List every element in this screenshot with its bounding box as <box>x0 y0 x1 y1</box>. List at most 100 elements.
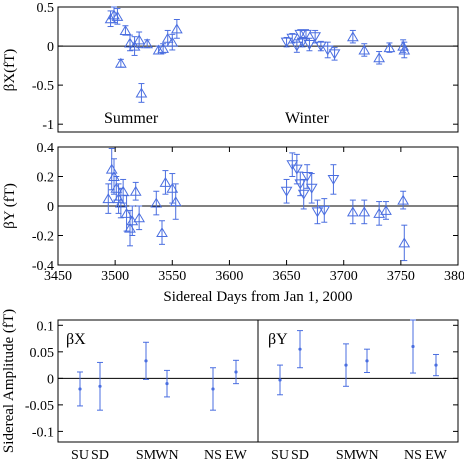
beta-y-winter-point <box>297 189 310 200</box>
amplitude-ytick-label: 0.1 <box>37 319 55 334</box>
beta-y-summer-point <box>346 206 359 217</box>
beta-x-winter-point <box>280 37 293 48</box>
beta-x-summer-point <box>373 52 386 63</box>
beta-x-summer-point <box>157 42 170 53</box>
beta-x-timeseries-panel: 0.5 0 -0.5 -1 Summer Winter βX(fT) <box>2 1 459 133</box>
beta-y-summer-point <box>159 176 172 187</box>
category-label: SM <box>336 448 357 463</box>
beta-y-group-label: βY <box>268 331 288 348</box>
beta-x-summer-point <box>133 34 146 45</box>
beta-y-winter-point <box>327 174 340 185</box>
beta-x-summer-point <box>397 40 410 51</box>
beta-x-summer-point <box>111 10 124 21</box>
beta-x-plot-frame <box>57 6 459 133</box>
beta-y-ytick-label: -0.2 <box>32 230 54 245</box>
amplitude-ytick-label: 0.05 <box>30 346 55 361</box>
beta-y-summer-point <box>102 193 115 204</box>
amplitude-y-axis-label: Sidereal Amplitude (fT) <box>1 309 17 453</box>
x-tick-label: 3450 <box>44 269 72 284</box>
beta-x-winter-point <box>309 32 322 43</box>
beta-x-ytick-label: 0.5 <box>37 1 55 16</box>
amplitude-point <box>234 370 238 374</box>
beta-y-winter-point <box>305 183 318 194</box>
beta-x-summer-point <box>114 57 127 68</box>
category-label: WN <box>355 448 378 463</box>
category-label: SU <box>271 448 289 463</box>
amplitude-point <box>211 387 215 391</box>
amplitude-ytick-label: -0.05 <box>25 399 54 414</box>
amplitude-ytick-label: -0.1 <box>32 425 54 440</box>
beta-x-group-label: βX <box>66 331 86 348</box>
beta-x-ytick-label: 0 <box>47 40 54 55</box>
category-label: WN <box>155 448 178 463</box>
beta-x-summer-point <box>398 44 411 55</box>
beta-y-summer-point <box>397 194 410 205</box>
x-tick-label: 3650 <box>273 269 301 284</box>
beta-x-summer-point <box>124 37 136 48</box>
beta-y-ytick-label: -0.4 <box>32 259 54 274</box>
beta-y-summer-point <box>117 185 130 196</box>
beta-y-ytick-label: 0.4 <box>37 141 55 156</box>
category-label: SM <box>136 448 157 463</box>
beta-y-summer-point <box>166 182 179 193</box>
beta-x-summer-point <box>128 40 141 51</box>
x-tick-label: 3600 <box>215 269 243 284</box>
x-tick-label: 3500 <box>101 269 129 284</box>
beta-y-ytick-label: 0 <box>47 200 54 215</box>
category-label: NS <box>404 448 422 463</box>
beta-x-winter-point <box>300 29 312 40</box>
amplitude-point <box>344 363 348 367</box>
beta-y-ytick-label: 0.2 <box>37 171 55 186</box>
category-label: SU <box>71 448 89 463</box>
beta-y-summer-point <box>169 196 182 207</box>
beta-x-winter-point <box>286 33 299 44</box>
winter-annotation: Winter <box>285 110 329 127</box>
beta-y-y-axis-label: βY (fT) <box>2 183 18 229</box>
beta-y-winter-point <box>318 205 331 216</box>
beta-x-summer-point <box>119 24 132 35</box>
x-tick-label: 3700 <box>330 269 358 284</box>
beta-x-summer-point <box>358 44 371 55</box>
beta-x-y-axis-label: βX(fT) <box>2 49 18 92</box>
beta-y-winter-point <box>311 207 324 218</box>
summer-annotation: Summer <box>104 110 159 127</box>
beta-y-winter-point <box>290 164 303 175</box>
amplitude-point <box>298 347 302 351</box>
beta-y-summer-point <box>129 185 142 196</box>
amplitude-point <box>165 382 169 386</box>
beta-x-ytick-label: -0.5 <box>32 79 54 94</box>
category-label: SD <box>291 448 309 463</box>
beta-y-summer-point <box>358 206 371 217</box>
x-tick-label: 3800 <box>444 269 464 284</box>
beta-x-summer-point <box>108 9 120 20</box>
category-label: SD <box>91 448 109 463</box>
beta-x-summer-point <box>152 44 165 55</box>
beta-y-timeseries-panel: 0.4 0.2 0 -0.2 -0.4 3450 3500 3550 3600 3650 3700… <box>2 141 464 305</box>
beta-y-winter-point <box>294 179 307 190</box>
amplitude-point <box>434 363 438 367</box>
amplitude-point <box>98 384 102 388</box>
sidereal-amplitude-panel: 0.10.050-0.05-0.1 SU SD SM WN NS EW SU SD SM WN NS… <box>1 309 459 463</box>
amplitude-ytick-label: 0 <box>47 372 54 387</box>
amplitude-point <box>278 378 282 382</box>
beta-x-summer-point <box>135 87 148 98</box>
beta-y-summer-point <box>120 207 133 218</box>
beta-x-winter-point <box>290 41 303 52</box>
beta-x-summer-point <box>170 23 183 34</box>
beta-y-summer-point <box>398 237 411 248</box>
beta-x-summer-point <box>166 36 179 47</box>
beta-x-ytick-label: -1 <box>42 118 54 133</box>
x-tick-label: 3550 <box>158 269 186 284</box>
beta-y-summer-point <box>150 197 163 208</box>
category-label: NS <box>204 448 222 463</box>
amplitude-point <box>78 387 82 391</box>
beta-x-summer-point <box>346 31 359 42</box>
amplitude-point <box>365 359 369 363</box>
beta-x-summer-point <box>161 32 174 43</box>
beta-y-summer-point <box>133 212 146 223</box>
x-tick-label: 3750 <box>387 269 415 284</box>
beta-y-summer-point <box>380 204 392 215</box>
beta-x-winter-point <box>294 29 307 40</box>
beta-y-winter-point <box>280 186 293 197</box>
